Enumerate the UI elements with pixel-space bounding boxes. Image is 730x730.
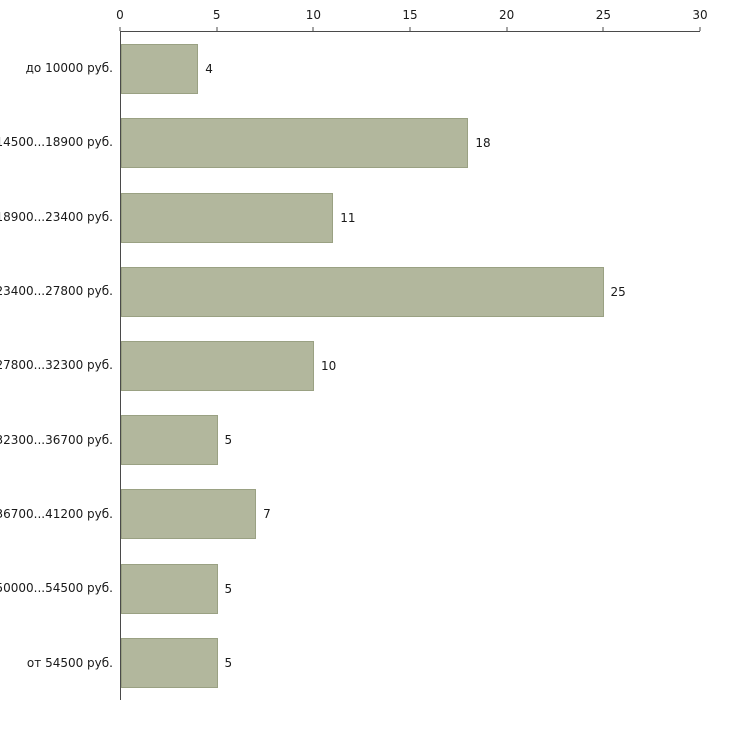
bar bbox=[121, 489, 257, 540]
bar bbox=[121, 637, 218, 688]
bar-value-label: 5 bbox=[224, 581, 233, 596]
bar-value-label: 18 bbox=[475, 136, 491, 151]
bar-value-label: 5 bbox=[224, 655, 233, 670]
x-tick-mark bbox=[602, 27, 604, 31]
bar-row: 5 bbox=[121, 626, 700, 700]
bar bbox=[121, 192, 334, 243]
x-tick-label: 20 bbox=[499, 8, 515, 22]
bar-row: 5 bbox=[121, 403, 700, 477]
bar-value-label: 11 bbox=[340, 210, 356, 225]
bar bbox=[121, 44, 199, 95]
y-category-label: 50000...54500 руб. bbox=[0, 581, 113, 596]
category-labels: до 10000 руб. 14500...18900 руб. 18900...2… bbox=[0, 31, 113, 700]
y-category-label: от 54500 руб. bbox=[26, 655, 113, 670]
x-tick-label: 15 bbox=[402, 8, 418, 22]
bar-row: 5 bbox=[121, 552, 700, 626]
x-tick-mark bbox=[506, 27, 508, 31]
bar bbox=[121, 340, 314, 391]
bar-value-label: 7 bbox=[263, 507, 271, 522]
bar bbox=[121, 563, 218, 614]
y-category-label: до 10000 руб. bbox=[25, 61, 113, 76]
plot-rows: 4 18 11 25 10 5 7 5 5 bbox=[121, 32, 700, 700]
x-tick-mark bbox=[119, 27, 121, 31]
bar-value-label: 4 bbox=[205, 62, 213, 77]
x-axis: 0 5 10 15 20 25 30 bbox=[116, 0, 708, 31]
x-tick-label: 30 bbox=[692, 8, 708, 22]
y-category-label: 14500...18900 руб. bbox=[0, 135, 113, 150]
bar bbox=[121, 415, 218, 466]
x-tick-label: 0 bbox=[116, 8, 124, 22]
x-tick-label: 25 bbox=[595, 8, 611, 22]
y-category-label: 32300...36700 руб. bbox=[0, 432, 113, 447]
x-tick-mark bbox=[409, 27, 411, 31]
bar-row: 10 bbox=[121, 329, 700, 403]
bar-row: 4 bbox=[121, 32, 700, 106]
y-category-label: 18900...23400 руб. bbox=[0, 209, 113, 224]
x-tick-mark bbox=[699, 27, 701, 31]
y-category-label: 27800...32300 руб. bbox=[0, 358, 113, 373]
y-category-label: 23400...27800 руб. bbox=[0, 284, 113, 299]
bar-row: 11 bbox=[121, 180, 700, 254]
x-tick-mark bbox=[312, 27, 314, 31]
x-tick-label: 5 bbox=[212, 8, 221, 22]
bar bbox=[121, 118, 469, 169]
x-tick-label: 10 bbox=[305, 8, 321, 22]
plot-area: 4 18 11 25 10 5 7 5 5 bbox=[120, 31, 700, 700]
bar-value-label: 10 bbox=[321, 358, 337, 373]
bar-row: 7 bbox=[121, 477, 700, 551]
bar-value-label: 5 bbox=[224, 433, 233, 448]
bar-row: 18 bbox=[121, 106, 700, 180]
x-tick-mark bbox=[216, 27, 218, 31]
bar-row: 25 bbox=[121, 255, 700, 329]
bar-value-label: 25 bbox=[610, 284, 626, 299]
bar bbox=[121, 266, 604, 317]
y-category-label: 36700...41200 руб. bbox=[0, 507, 113, 522]
